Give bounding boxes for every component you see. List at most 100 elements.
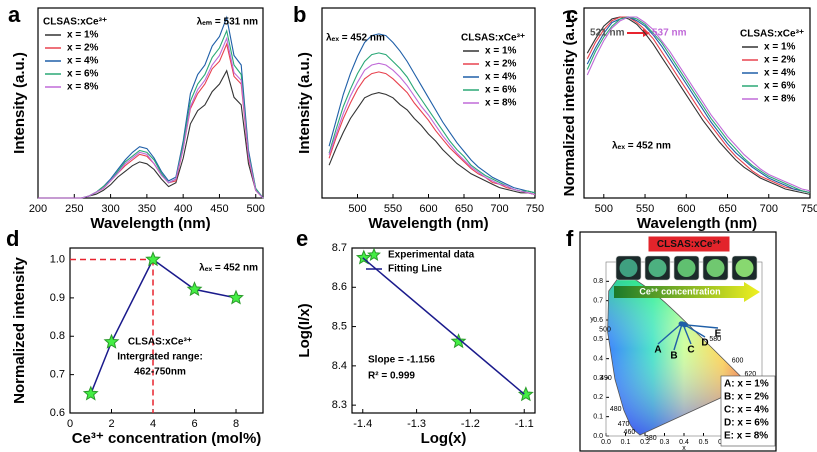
x-tick-label: 650 bbox=[718, 203, 736, 215]
legend-label: x = 1% bbox=[485, 46, 517, 57]
data-point bbox=[450, 333, 467, 349]
legend-box bbox=[720, 375, 776, 447]
legend-label: x = 8% bbox=[67, 82, 99, 93]
concentration-arrow bbox=[614, 282, 760, 302]
fit-line bbox=[362, 257, 525, 395]
y-tick-label: 1.0 bbox=[50, 253, 65, 265]
legend-label: x = 2% bbox=[485, 59, 517, 70]
annotation: 462-750nm bbox=[134, 367, 186, 378]
panel-label: e bbox=[296, 226, 308, 251]
point-label: D bbox=[701, 338, 708, 349]
x-tick-label: 500 bbox=[247, 203, 265, 215]
data-point bbox=[145, 251, 161, 267]
legend-label: x = 8% bbox=[764, 94, 796, 105]
x-tick-label: 550 bbox=[636, 203, 654, 215]
y-axis-label: Log(I/x) bbox=[296, 303, 313, 357]
series-line bbox=[586, 16, 811, 194]
plot-frame bbox=[69, 247, 264, 414]
y-tick-label: 0.7 bbox=[593, 298, 603, 305]
y-axis-label: Intensity (a.u.) bbox=[296, 52, 313, 154]
legend-title: CLSAS:xCe³⁺ bbox=[740, 29, 804, 40]
y-tick-label: 0.5 bbox=[593, 336, 603, 343]
x-tick-label: -1.2 bbox=[461, 418, 480, 430]
x-tick-label: 400 bbox=[174, 203, 192, 215]
x-tick-label: 0.2 bbox=[640, 439, 650, 446]
inset-title-box bbox=[647, 235, 731, 253]
legend-label: x = 6% bbox=[67, 69, 99, 80]
data-point bbox=[186, 281, 203, 297]
point-label: A bbox=[654, 345, 661, 356]
x-tick-label: -1.4 bbox=[353, 418, 372, 430]
series-line bbox=[38, 36, 264, 199]
legend-label: x = 4% bbox=[485, 72, 517, 83]
sample-glow bbox=[677, 259, 696, 277]
data-point bbox=[228, 289, 244, 305]
x-tick-label: 750 bbox=[801, 203, 817, 215]
sample-glow bbox=[619, 259, 638, 277]
legend-entry: D: x = 6% bbox=[724, 418, 769, 429]
panel-label: b bbox=[293, 2, 306, 27]
x-tick-label: 0.0 bbox=[601, 439, 611, 446]
annotation: λₑₓ = 452 nm bbox=[199, 263, 258, 274]
y-tick-label: 8.3 bbox=[332, 399, 347, 411]
y-tick-label: 0.2 bbox=[593, 394, 603, 401]
legend-entry: B: x = 2% bbox=[724, 392, 769, 403]
x-tick-label: 600 bbox=[419, 203, 437, 215]
x-tick-label: 0.5 bbox=[699, 439, 709, 446]
series-line bbox=[328, 52, 536, 194]
point-leader bbox=[682, 323, 692, 345]
point-leader bbox=[673, 323, 683, 351]
annotation: λₑₓ = 452 nm bbox=[326, 33, 385, 44]
inset-title: CLSAS:xCe³⁺ bbox=[657, 239, 721, 250]
x-tick-label: 350 bbox=[138, 203, 156, 215]
legend-label: x = 4% bbox=[67, 56, 99, 67]
x-tick-label: 2 bbox=[108, 418, 114, 430]
x-tick-label: 450 bbox=[210, 203, 228, 215]
annotation: Intergrated range: bbox=[117, 352, 203, 363]
shift-arrow-head bbox=[643, 29, 650, 37]
y-tick-label: 0.7 bbox=[50, 369, 65, 381]
x-tick-label: 500 bbox=[595, 203, 613, 215]
x-tick-label: 0.4 bbox=[679, 439, 689, 446]
series-line bbox=[586, 16, 811, 192]
x-axis-label: x bbox=[682, 445, 686, 452]
panel-label: a bbox=[8, 2, 21, 27]
x-tick-label: 250 bbox=[65, 203, 83, 215]
annotation: 537 nm bbox=[652, 28, 687, 39]
annotation: λₑₓ = 452 nm bbox=[612, 141, 671, 152]
locus bbox=[607, 274, 750, 436]
wavelength-label: 500 bbox=[599, 327, 611, 334]
plot-frame bbox=[37, 7, 264, 199]
y-tick-label: 0.8 bbox=[50, 330, 65, 342]
wavelength-label: 460 bbox=[624, 429, 636, 436]
series-line bbox=[38, 42, 264, 199]
data-point bbox=[682, 322, 688, 328]
legend-entry: A: x = 1% bbox=[724, 379, 769, 390]
x-axis-label: Wavelength (nm) bbox=[368, 215, 488, 232]
wavelength-label: 490 bbox=[600, 375, 612, 382]
x-axis-label: Wavelength (nm) bbox=[90, 215, 210, 232]
series-line bbox=[328, 62, 536, 196]
x-tick-label: 650 bbox=[455, 203, 473, 215]
legend-label: x = 4% bbox=[764, 68, 796, 79]
x-axis-label: Ce³⁺ concentration (mol%) bbox=[72, 430, 262, 447]
x-tick-label: 300 bbox=[101, 203, 119, 215]
y-tick-label: 0.0 bbox=[593, 433, 603, 440]
sample-glow bbox=[706, 259, 725, 277]
legend-label: x = 1% bbox=[67, 30, 99, 41]
x-tick-label: 0.3 bbox=[660, 439, 670, 446]
legend-label: x = 2% bbox=[67, 43, 99, 54]
legend-entry: C: x = 4% bbox=[724, 405, 769, 416]
legend-title: CLSAS:xCe³⁺ bbox=[461, 33, 525, 44]
data-point bbox=[103, 333, 120, 349]
annotation: CLSAS:xCe³⁺ bbox=[128, 337, 192, 348]
y-tick-label: 8.7 bbox=[332, 242, 347, 254]
x-tick-label: 500 bbox=[348, 203, 366, 215]
legend-label: x = 6% bbox=[764, 81, 796, 92]
wavelength-label: 600 bbox=[732, 357, 744, 364]
plot-frame bbox=[583, 7, 811, 199]
x-tick-label: -1.1 bbox=[515, 418, 534, 430]
legend-label: x = 8% bbox=[485, 98, 517, 109]
point-leader bbox=[657, 323, 682, 345]
x-tick-label: -1.3 bbox=[407, 418, 426, 430]
